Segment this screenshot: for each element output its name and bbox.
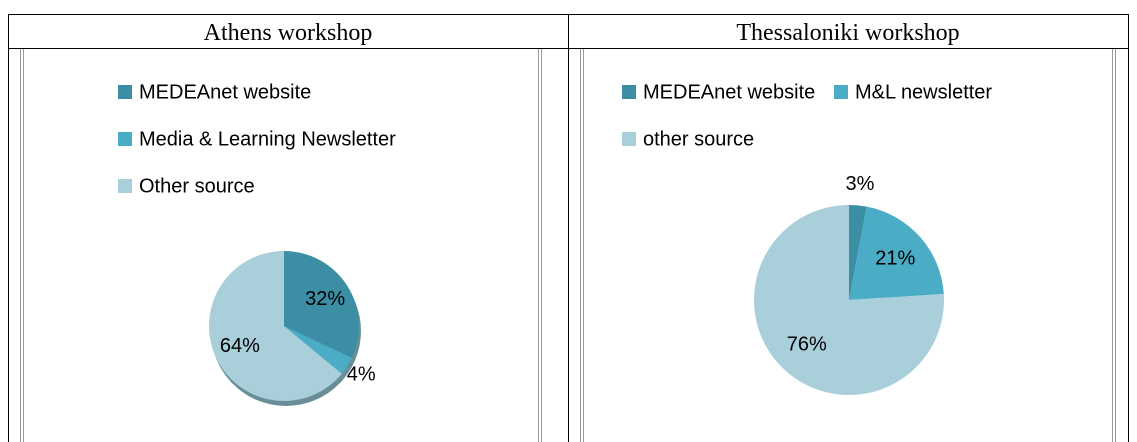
pie-slice: [284, 251, 359, 358]
pie-slice: [849, 205, 867, 300]
data-label: 21%: [875, 247, 915, 269]
data-label: 4%: [347, 363, 376, 385]
data-label: 64%: [220, 335, 260, 357]
legend-swatch: [118, 132, 132, 146]
data-label: 32%: [305, 288, 345, 310]
legend-swatch: [118, 85, 132, 99]
legend-swatch: [834, 85, 848, 99]
legend-label: MEDEAnet website: [643, 81, 815, 103]
header: Thessaloniki workshop: [736, 20, 959, 46]
pie-slice: [754, 205, 945, 396]
legend-label: Media & Learning Newsletter: [139, 128, 396, 150]
legend-swatch: [118, 179, 132, 193]
legend-label: Other source: [139, 175, 255, 197]
legend-label: other source: [643, 128, 754, 150]
legend-label: MEDEAnet website: [139, 81, 311, 103]
legend-swatch: [622, 85, 636, 99]
pie-slice: [849, 206, 944, 300]
pie-slice: [284, 326, 352, 374]
chart-frames: [20, 49, 1116, 442]
pie-slice: [209, 251, 342, 401]
data-label: 76%: [787, 333, 827, 355]
legend-swatch: [622, 132, 636, 146]
data-label: 3%: [845, 173, 874, 195]
header: Athens workshop: [204, 20, 373, 46]
legend-label: M&L newsletter: [855, 81, 992, 103]
